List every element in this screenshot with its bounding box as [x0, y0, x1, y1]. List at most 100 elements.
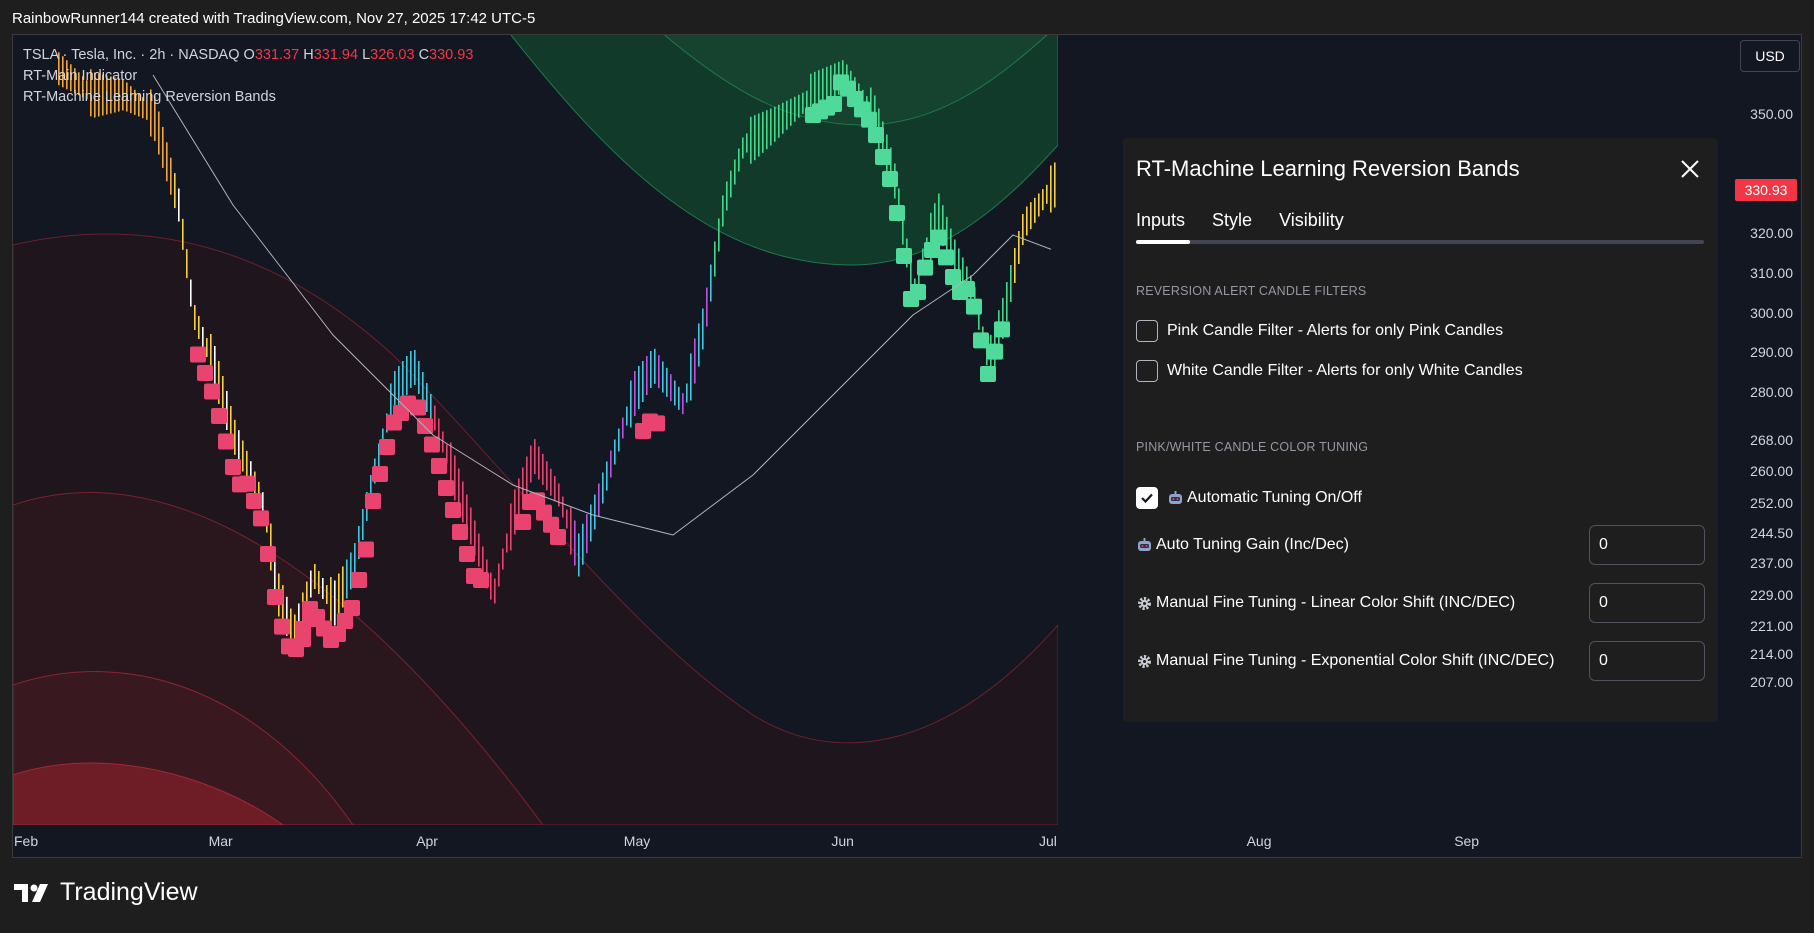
candle	[622, 417, 624, 439]
candle	[574, 520, 576, 566]
candle	[406, 356, 408, 395]
close-label: C	[418, 47, 430, 63]
candle	[602, 472, 604, 504]
candle	[322, 578, 324, 599]
chart-frame[interactable]: TSLA · Tesla, Inc. · 2h · NASDAQ O331.37…	[12, 34, 1802, 858]
candle	[214, 346, 216, 391]
moving-average-line	[152, 74, 1052, 536]
low-label: L	[362, 47, 371, 63]
price-label: 268.00	[1750, 431, 1793, 448]
symbol-line[interactable]: TSLA · Tesla, Inc. · 2h · NASDAQ	[23, 47, 240, 63]
tab-visibility[interactable]: Visibility	[1279, 210, 1344, 230]
candle	[78, 72, 80, 96]
candle	[242, 440, 244, 472]
candle	[58, 52, 60, 86]
candle	[202, 327, 204, 348]
candle	[1046, 184, 1048, 204]
candle	[478, 533, 480, 567]
candle	[558, 483, 560, 507]
pink-filter-label: Pink Candle Filter - Alerts for only Pin…	[1167, 322, 1504, 339]
candle	[430, 394, 432, 421]
tradingview-brand[interactable]: TradingView	[14, 878, 198, 907]
candle	[98, 73, 100, 117]
candle	[286, 596, 288, 636]
candle	[686, 383, 688, 403]
currency-button[interactable]: USD	[1740, 40, 1800, 72]
reversion-marker	[372, 466, 388, 482]
indicator-main-label[interactable]: RT-Main Indicator	[23, 68, 138, 84]
candle	[674, 380, 676, 406]
reversion-marker	[431, 458, 447, 474]
candle	[146, 100, 148, 120]
reversion-marker	[550, 529, 566, 545]
candle	[334, 580, 336, 626]
candle	[346, 559, 348, 599]
robot-icon	[1169, 490, 1182, 504]
candle	[534, 439, 536, 475]
reversion-marker	[875, 149, 891, 165]
reversion-marker	[931, 229, 947, 246]
pink-filter-row[interactable]: Pink Candle Filter - Alerts for only Pin…	[1136, 320, 1503, 342]
candle	[86, 80, 88, 100]
reversion-marker	[973, 332, 989, 349]
candle	[354, 543, 356, 578]
candle	[594, 494, 596, 530]
candle	[798, 94, 800, 118]
candle	[586, 514, 588, 554]
candle	[446, 444, 448, 464]
active-tab-indicator	[1136, 240, 1190, 244]
candle	[410, 351, 412, 388]
exp-shift-input[interactable]	[1589, 641, 1705, 681]
candle	[726, 181, 728, 211]
candle	[774, 106, 776, 142]
auto-tuning-row[interactable]: Automatic Tuning On/Off	[1136, 487, 1362, 509]
price-label: 350.00	[1750, 106, 1793, 122]
reversion-marker	[274, 618, 290, 635]
price-label: 252.00	[1750, 495, 1793, 512]
white-filter-row[interactable]: White Candle Filter - Alerts for only Wh…	[1136, 360, 1523, 382]
reversion-marker	[253, 510, 269, 527]
price-label: 214.00	[1750, 646, 1793, 663]
auto-tuning-checkbox[interactable]	[1136, 487, 1158, 509]
price-axis[interactable]: 350.00 320.00 310.00 300.00 290.00 280.00 268.…	[1733, 35, 1801, 825]
time-axis[interactable]: Feb Mar Apr May Jun Jul Aug Sep	[13, 825, 1733, 857]
candle	[938, 193, 940, 237]
candle	[630, 380, 632, 428]
open-label: O	[243, 47, 255, 63]
high-label: H	[303, 47, 314, 63]
candle	[62, 56, 64, 88]
tab-style[interactable]: Style	[1212, 210, 1253, 230]
reversion-marker	[917, 259, 933, 276]
auto-gain-input[interactable]	[1589, 525, 1705, 565]
reversion-marker	[260, 546, 276, 562]
candle	[238, 430, 240, 464]
candle	[298, 603, 300, 637]
pink-filter-checkbox[interactable]	[1136, 320, 1158, 342]
candle	[174, 173, 176, 209]
indicator-bands-label[interactable]: RT-Machine Learning Reversion Bands	[23, 89, 276, 105]
candle	[690, 353, 692, 401]
candle	[626, 406, 628, 426]
white-filter-checkbox[interactable]	[1136, 360, 1158, 382]
linear-shift-input[interactable]	[1589, 583, 1705, 623]
candle	[134, 89, 136, 115]
candle	[378, 443, 380, 467]
candle	[1030, 202, 1032, 230]
candle	[650, 351, 652, 388]
candle	[438, 418, 440, 442]
candle	[702, 308, 704, 350]
candle	[234, 419, 236, 455]
candle	[194, 305, 196, 330]
candle	[274, 548, 276, 594]
exp-shift-label: Manual Fine Tuning - Exponential Color S…	[1156, 652, 1555, 669]
candle	[734, 159, 736, 185]
price-label: 280.00	[1750, 384, 1793, 401]
reversion-marker	[295, 631, 311, 647]
reversion-marker	[211, 408, 227, 424]
candle	[542, 453, 544, 485]
candle	[750, 116, 752, 164]
candle	[182, 218, 184, 250]
candle	[318, 571, 320, 594]
close-button[interactable]	[1674, 153, 1706, 185]
tab-inputs[interactable]: Inputs	[1136, 210, 1186, 230]
